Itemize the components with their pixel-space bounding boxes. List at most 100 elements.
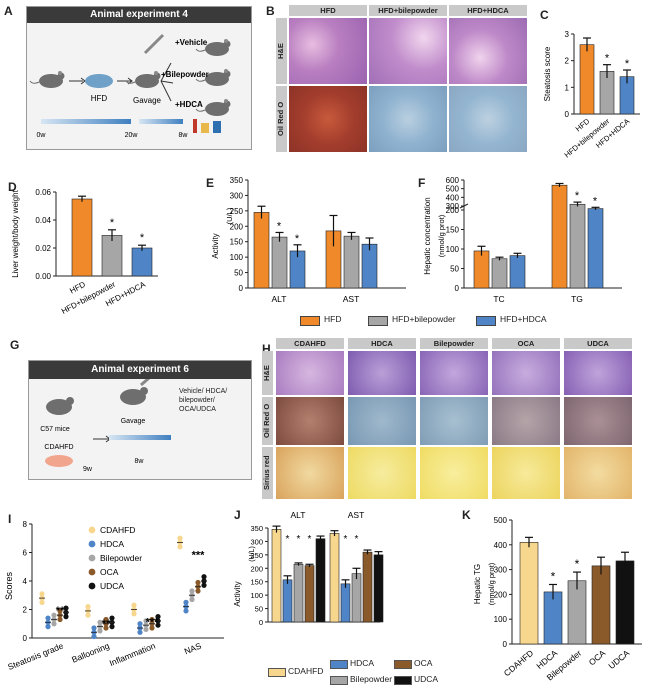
diet-label: CDAHFD <box>44 444 73 451</box>
bar <box>509 255 526 289</box>
chart-j: 0 50 100 150 200 250 300 350 Activity (U/L) ALT * * *… <box>233 510 384 627</box>
tube-icon <box>201 123 209 133</box>
y-tick-label: 0 <box>259 618 263 627</box>
y-tick-label: 6 <box>23 549 28 558</box>
legend-marker <box>88 568 96 576</box>
data-point <box>63 605 69 611</box>
y-tick-label: 200 <box>446 206 460 215</box>
histology-image <box>492 351 560 395</box>
data-point <box>45 624 51 630</box>
histology-image <box>492 447 560 499</box>
data-point <box>155 622 161 628</box>
data-point <box>45 615 51 621</box>
histology-image <box>348 397 416 445</box>
hdca-label: +HDCA <box>175 100 203 109</box>
panel-letter-a: A <box>4 4 13 18</box>
data-point <box>131 611 137 617</box>
diet-pellets-icon <box>45 455 73 467</box>
y-tick-label: 100 <box>446 245 460 254</box>
y-tick-label: 350 <box>250 524 263 533</box>
bar <box>71 198 93 277</box>
mouse-icon <box>120 387 148 405</box>
syringe-icon <box>140 379 151 387</box>
y-tick-label: 200 <box>250 564 263 573</box>
chart-d: 0.00 0.02 0.04 0.06 Liver weight/body weight… <box>11 188 158 316</box>
data-point <box>97 619 103 625</box>
bar <box>615 560 635 645</box>
data-point <box>201 582 207 588</box>
data-point <box>149 616 155 623</box>
bar <box>351 573 362 623</box>
y-axis-unit: (nmol/g prot) <box>437 214 446 257</box>
data-point <box>39 599 45 605</box>
legend-swatch <box>368 316 388 326</box>
data-point <box>201 574 207 580</box>
data-point <box>195 579 201 586</box>
mice-label: C57 mice <box>40 426 70 433</box>
histology-image <box>449 86 527 152</box>
bar <box>329 533 340 623</box>
bar <box>519 542 539 645</box>
panel-letter-d: D <box>8 180 17 194</box>
legend-marker <box>88 554 96 562</box>
histology-image <box>564 447 632 499</box>
x-tick-label: NAS <box>183 640 203 656</box>
bar <box>373 554 384 623</box>
data-point <box>189 596 195 603</box>
x-tick-label: Inflammation <box>108 640 157 668</box>
mouse-icon <box>29 70 65 89</box>
mouse-icon <box>125 70 161 89</box>
data-point <box>195 588 201 594</box>
significance-star: *** <box>192 550 206 562</box>
y-tick-label: 0.04 <box>35 216 51 225</box>
y-axis-label: Activity <box>211 233 220 258</box>
y-axis-unit: (U/L) <box>225 207 234 224</box>
bar <box>567 580 587 645</box>
y-tick-label: 300 <box>250 537 263 546</box>
panel-letter-g: G <box>10 338 20 352</box>
histology-image <box>420 447 488 499</box>
row-header: Sirius red <box>262 447 273 499</box>
y-tick-label: 200 <box>230 222 244 231</box>
weeks-8-label: 8w <box>135 458 145 465</box>
bilepowder-label: +Bilepowder <box>161 70 209 79</box>
col-header: HFD <box>289 5 367 16</box>
legend-label: UDCA <box>100 581 124 591</box>
bar <box>569 203 586 289</box>
legend-label: CDAHFD <box>100 525 135 535</box>
chart-k: 0 100 200 300 400 500 Hepatic TG (nmol/g prot) C… <box>473 516 642 683</box>
significance-star: ** <box>102 618 111 630</box>
legend-label: OCA <box>414 658 433 668</box>
y-tick-label: 50 <box>450 265 459 274</box>
experiment4-schematic: Animal experiment 4 HFD Gavage +Vehicle … <box>26 6 252 150</box>
col-header: CDAHFD <box>276 338 344 349</box>
data-point <box>143 618 149 624</box>
y-tick-label: 0.02 <box>35 244 51 253</box>
y-tick-label: 100 <box>230 253 244 262</box>
row-header: Oil Red O <box>262 397 273 445</box>
gavage-label: Gavage <box>133 96 162 105</box>
axis-break <box>459 203 469 209</box>
x-tick-label: OCA <box>587 648 608 668</box>
significance-star: * <box>355 534 359 545</box>
x-tick-label: TG <box>571 294 583 304</box>
panel-letter-b: B <box>266 4 275 18</box>
col-header: Bilepowder <box>420 338 488 349</box>
data-point <box>91 633 97 640</box>
data-point <box>97 628 103 634</box>
weeks-9-label: 9w <box>83 466 93 473</box>
y-tick-label: 3 <box>565 30 570 39</box>
experiment4-diagram: HFD Gavage +Vehicle +Bilepowder +HDCA 0w… <box>29 33 231 139</box>
significance-star: * <box>297 534 301 545</box>
timeline-bar <box>139 119 183 124</box>
bar <box>362 551 373 623</box>
y-tick-label: 100 <box>494 615 508 624</box>
y-tick-label: 0 <box>239 284 244 293</box>
panel-letter-f: F <box>418 176 426 190</box>
bar <box>340 583 351 623</box>
y-axis-unit: (U/L) <box>249 546 256 562</box>
significance-star: * <box>295 233 300 245</box>
y-tick-label: 0 <box>23 634 28 643</box>
y-tick-label: 200 <box>494 590 508 599</box>
legend-ef: HFD HFD+bilepowder HFD+HDCA <box>300 314 590 326</box>
